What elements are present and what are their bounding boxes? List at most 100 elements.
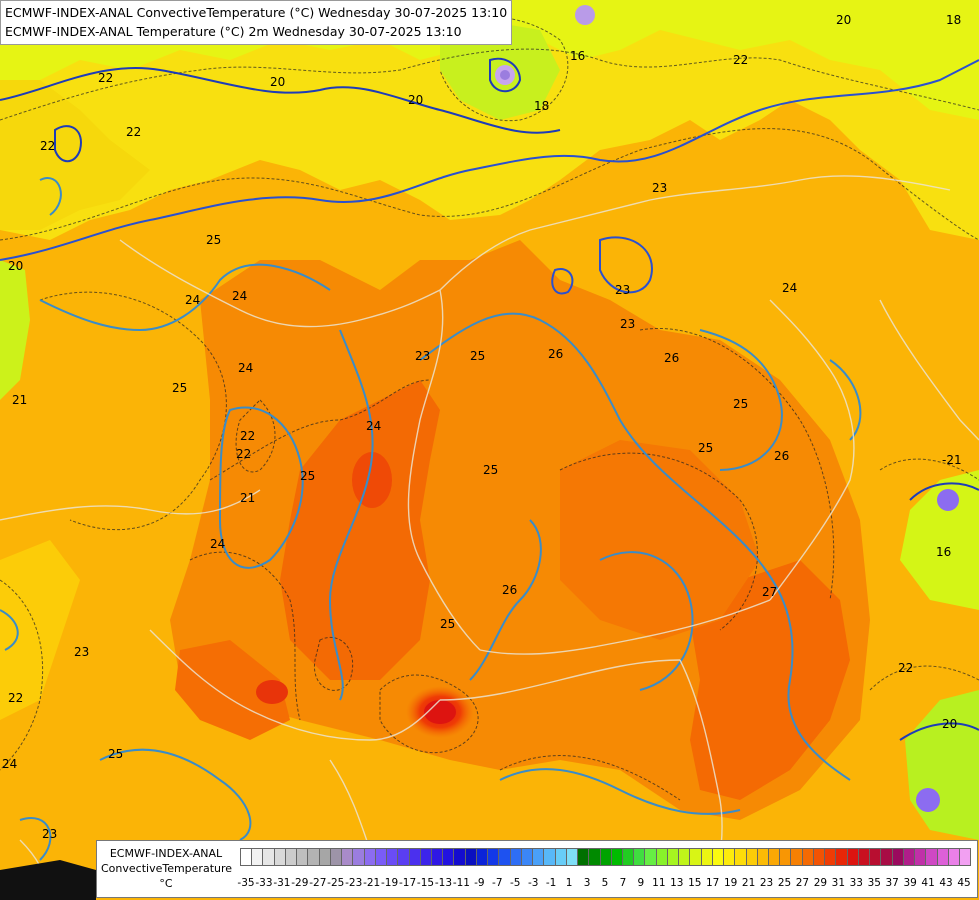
low-center-southeast	[916, 788, 940, 812]
legend-tick-label: 41	[921, 877, 935, 889]
contour-label: 24	[210, 537, 225, 551]
contour-label: 21	[12, 393, 27, 407]
legend-tick-label: -25	[327, 877, 345, 889]
contour-label: 26	[502, 583, 517, 597]
legend-tick-label: -21	[363, 877, 381, 889]
contour-label: 20	[836, 13, 851, 27]
contour-label: 24	[232, 289, 247, 303]
contour-label: 22	[8, 691, 23, 705]
contour-label: 25	[440, 617, 455, 631]
legend-tick-label: 17	[706, 877, 720, 889]
legend-tick-label: 1	[565, 877, 573, 889]
legend-tick-label: 27	[795, 877, 810, 889]
legend-tick-label: 19	[723, 877, 738, 889]
legend-variable: ConvectiveTemperature	[101, 862, 233, 875]
map-title-line-1: ECMWF-INDEX-ANAL ConvectiveTemperature (…	[5, 5, 508, 20]
legend-tick-label: 37	[885, 877, 899, 889]
legend-tick-label: -19	[381, 877, 399, 889]
contour-label: 26	[774, 449, 789, 463]
contour-label: 24	[238, 361, 253, 375]
legend-tick-label: -7	[492, 877, 503, 889]
legend-tick-label: 13	[670, 877, 684, 889]
legend-tick-label: -17	[398, 877, 417, 889]
contour-label: 22	[240, 429, 255, 443]
legend-tick-labels: -35 -33 -31 -29 -27 -25 -23 -21 -19 -17 -15 -13 -11-…	[237, 877, 971, 891]
contour-label: 25	[470, 349, 485, 363]
contour-label: 23	[652, 181, 667, 195]
legend-tick-label: -13	[434, 877, 453, 889]
contour-label: 25	[108, 747, 123, 761]
legend-tick-label: 11	[652, 877, 666, 889]
temperature-zone-central-east-red	[560, 440, 760, 640]
contour-label: 25	[300, 469, 315, 483]
legend-tick-label: 33	[849, 877, 863, 889]
color-legend: ECMWF-INDEX-ANAL ConvectiveTemperature °…	[96, 840, 978, 898]
legend-unit: °C	[159, 877, 173, 890]
contour-label: 20	[8, 259, 23, 273]
contour-label: 22	[733, 53, 748, 67]
contour-label: 24	[185, 293, 200, 307]
legend-tick-label: 9	[637, 877, 645, 889]
contour-label: 20	[942, 717, 957, 731]
coastline-corner	[0, 860, 96, 900]
legend-tick-label: -11	[452, 877, 470, 889]
legend-tick-label: -9	[474, 877, 485, 889]
contour-label: 21	[240, 491, 255, 505]
low-center-east	[937, 489, 959, 511]
contour-label: 24	[366, 419, 381, 433]
legend-tick-label: 43	[939, 877, 953, 889]
legend-swatch	[959, 848, 972, 866]
legend-tick-label: -35	[237, 877, 255, 889]
contour-label: 23	[620, 317, 635, 331]
contour-label: 22	[126, 125, 141, 139]
map-title-box: ECMWF-INDEX-ANAL ConvectiveTemperature (…	[0, 0, 513, 45]
temperature-zone-east-red	[690, 560, 850, 800]
legend-tick-label: 31	[831, 877, 846, 889]
contour-label: 22	[898, 661, 913, 675]
legend-tick-label: 15	[688, 877, 702, 889]
contour-label: 22	[236, 447, 251, 461]
contour-label: 23	[615, 283, 630, 297]
legend-tick-label: 7	[619, 877, 627, 889]
contour-label: 24	[782, 281, 797, 295]
legend-tick-label: -27	[309, 877, 327, 889]
legend-tick-label: 3	[583, 877, 591, 889]
country-borders	[0, 175, 979, 900]
legend-model: ECMWF-INDEX-ANAL	[109, 847, 223, 860]
contour-label: 20	[270, 75, 285, 89]
legend-tick-label: -15	[416, 877, 435, 889]
contour-label: 18	[534, 99, 549, 113]
contour-label: 23	[415, 349, 430, 363]
temperature-zone-central-red	[280, 380, 440, 680]
contour-label: 24	[2, 757, 17, 771]
legend-tick-label: -3	[527, 877, 539, 889]
contour-label: 26	[548, 347, 563, 361]
contour-label: -21	[942, 453, 962, 467]
legend-tick-label: -5	[510, 877, 521, 889]
map-title-line-2: ECMWF-INDEX-ANAL Temperature (°C) 2m Wed…	[5, 24, 462, 39]
legend-tick-label: 21	[741, 877, 756, 889]
contour-label: 25	[172, 381, 187, 395]
contour-labels: 22 20 20 18 16 20 18 22 22 23 25 24 24 2…	[2, 13, 962, 841]
legend-tick-label: 25	[777, 877, 792, 889]
legend-tick-label: -23	[345, 877, 363, 889]
contour-label: 16	[570, 49, 585, 63]
legend-tick-label: 45	[957, 877, 971, 889]
contour-label: 26	[664, 351, 679, 365]
legend-tick-label: 39	[903, 877, 917, 889]
legend-tick-label: 35	[867, 877, 881, 889]
legend-tick-label: -31	[273, 877, 291, 889]
legend-tick-label: -1	[545, 877, 557, 889]
hotspot-middle	[352, 452, 392, 508]
legend-tick-label: 23	[759, 877, 774, 889]
legend-title: ECMWF-INDEX-ANAL ConvectiveTemperature °…	[101, 846, 233, 891]
temperature-zone-northwest-yellow	[0, 80, 150, 230]
temperature-zone-southwest-yellow	[0, 540, 80, 720]
temperature-zone-north-yellow	[0, 0, 979, 240]
contour-label: 23	[42, 827, 57, 841]
contour-label: 22	[98, 71, 113, 85]
temperature-zone-west-green	[0, 260, 30, 400]
convective-contours	[0, 57, 979, 861]
contour-label: 25	[733, 397, 748, 411]
